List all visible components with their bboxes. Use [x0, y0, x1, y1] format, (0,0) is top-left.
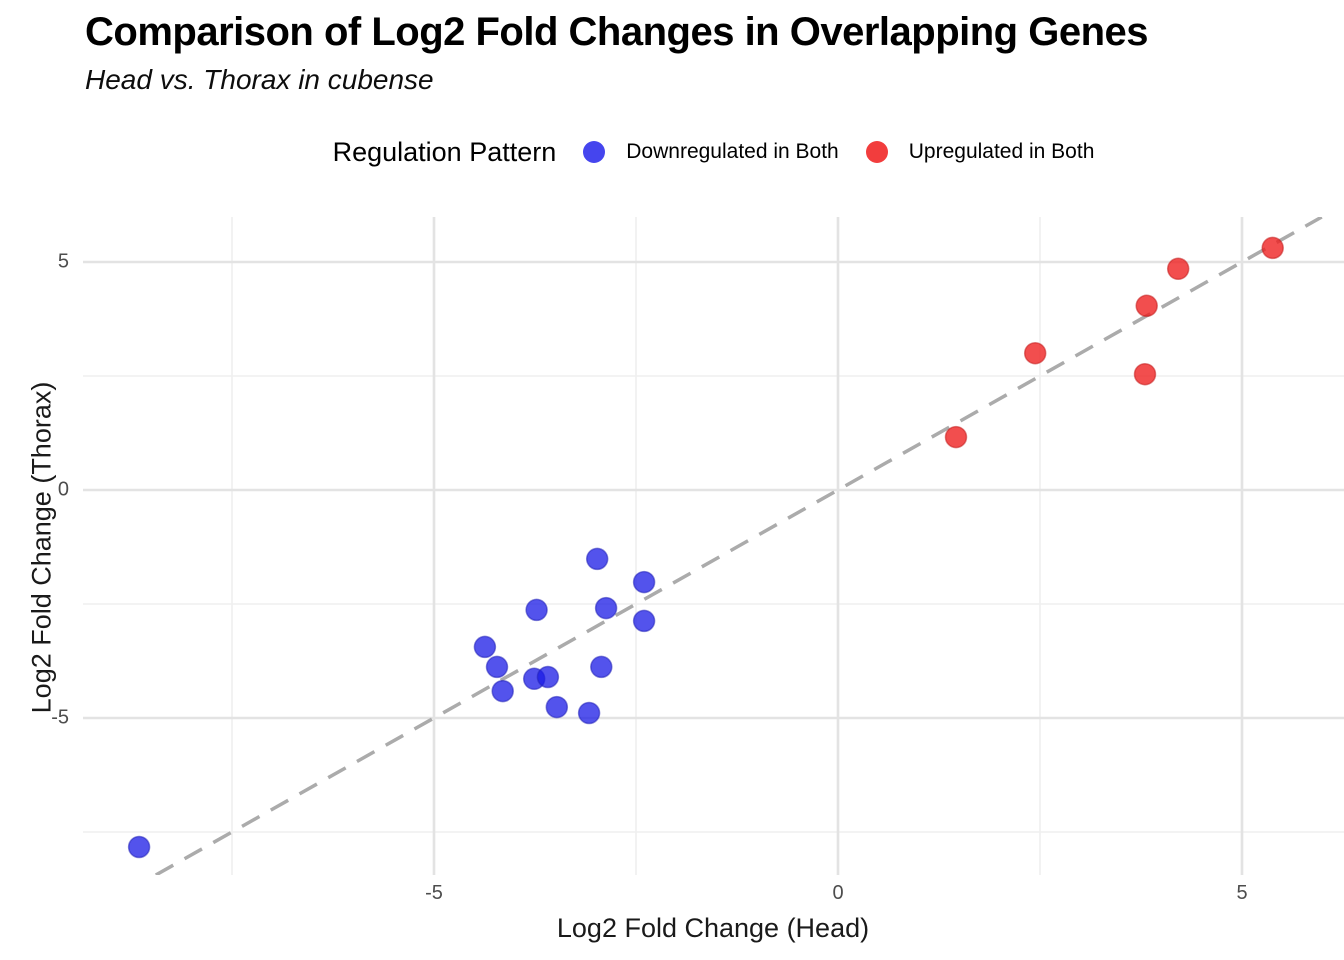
- y-axis-title: Log2 Fold Change (Thorax): [26, 381, 57, 714]
- legend-item-upregulated: Upregulated in Both: [865, 140, 1095, 164]
- identity-reference-line: [154, 217, 1323, 875]
- data-point-upregulated: [1023, 341, 1047, 365]
- legend-label: Upregulated in Both: [908, 140, 1095, 163]
- x-axis-tick-label: 0: [832, 882, 844, 904]
- data-point-downregulated: [590, 655, 613, 679]
- y-axis-tick-label: -5: [51, 706, 69, 729]
- data-point-downregulated: [594, 596, 618, 620]
- y-axis-tick-label: 5: [57, 250, 69, 273]
- y-axis-tick-label: 0: [57, 478, 69, 501]
- legend-title: Regulation Pattern: [332, 136, 557, 167]
- data-point-upregulated: [1133, 362, 1157, 386]
- data-point-downregulated: [536, 665, 560, 689]
- chart-title: Comparison of Log2 Fold Changes in Overl…: [85, 10, 1149, 54]
- data-point-upregulated: [1166, 257, 1190, 281]
- data-point-downregulated: [632, 570, 656, 594]
- data-point-downregulated: [525, 598, 548, 622]
- legend-item-downregulated: Downregulated in Both: [583, 140, 839, 164]
- data-point-downregulated: [632, 609, 656, 633]
- legend-label: Downregulated in Both: [626, 140, 839, 163]
- data-point-downregulated: [577, 701, 601, 725]
- x-axis-title: Log2 Fold Change (Head): [556, 913, 870, 943]
- x-axis-tick-label: -5: [425, 882, 443, 904]
- data-point-downregulated: [491, 679, 514, 703]
- plot-panel: [83, 217, 1344, 875]
- data-point-upregulated: [944, 425, 968, 449]
- blue-dot-icon: [583, 141, 606, 163]
- data-point-downregulated: [473, 635, 497, 659]
- data-point-downregulated: [127, 835, 151, 859]
- data-point-downregulated: [545, 695, 569, 719]
- data-point-upregulated: [1135, 294, 1158, 318]
- legend: Regulation Pattern Downregulated in Both…: [83, 128, 1344, 176]
- red-dot-icon: [865, 141, 888, 163]
- data-point-downregulated: [585, 547, 609, 571]
- chart-subtitle: Head vs. Thorax in cubense: [85, 64, 434, 95]
- data-point-upregulated: [1261, 236, 1284, 260]
- x-axis-tick-label: 5: [1236, 882, 1248, 904]
- data-point-downregulated: [485, 655, 509, 679]
